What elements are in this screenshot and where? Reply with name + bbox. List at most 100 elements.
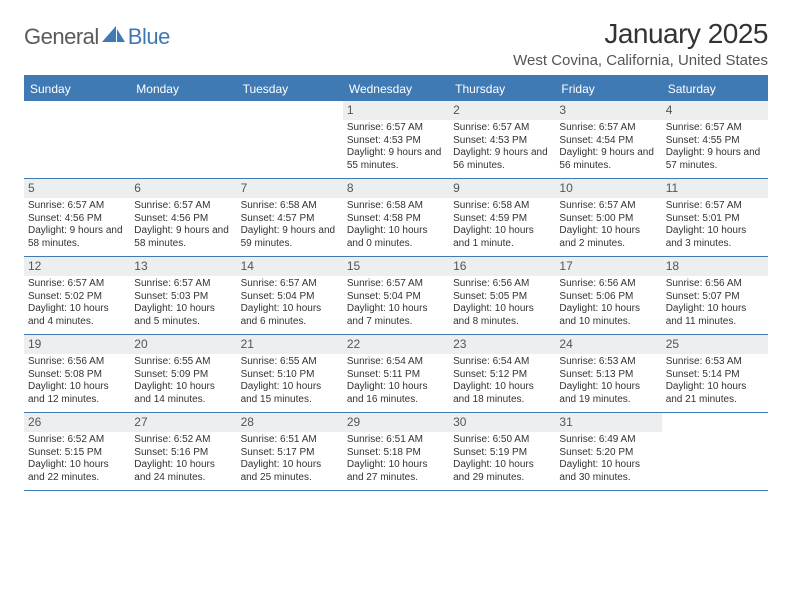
- day-cell: 29Sunrise: 6:51 AMSunset: 5:18 PMDayligh…: [343, 413, 449, 490]
- week-row: 19 Sunrise: 6:56 AMSunset: 5:08 PM Dayligh…: [24, 335, 768, 413]
- sunrise-text: Sunrise: 6:57 AM: [453, 122, 551, 135]
- sunset-text: Sunset: 4:58 PM: [347, 213, 445, 226]
- day-number: 16: [449, 257, 555, 276]
- day-cell: 4Sunrise: 6:57 AMSunset: 4:55 PMDaylight…: [662, 101, 768, 178]
- sunrise-text: Sunrise: 6:57 AM: [666, 200, 764, 213]
- day-number: 2: [449, 101, 555, 120]
- header: General Blue January 2025 West Covina, C…: [24, 18, 768, 69]
- sunrise-text: Sunrise: 6:57 AM: [241, 278, 339, 291]
- day-number: 21: [237, 335, 343, 354]
- day-number: 11: [662, 179, 768, 198]
- day-cell: 27Sunrise: 6:52 AMSunset: 5:16 PMDayligh…: [130, 413, 236, 490]
- sunset-text: Sunset: 4:57 PM: [241, 213, 339, 226]
- day-cell: 17Sunrise: 6:56 AMSunset: 5:06 PMDayligh…: [555, 257, 661, 334]
- day-number: 20: [130, 335, 236, 354]
- day-header: Tuesday: [237, 77, 343, 101]
- day-cell: [130, 101, 236, 178]
- daylight-text: Daylight: 10 hours and 4 minutes.: [28, 303, 126, 328]
- day-number: 1: [343, 101, 449, 120]
- day-cell: 26Sunrise: 6:52 AMSunset: 5:15 PMDayligh…: [24, 413, 130, 490]
- day-number: 17: [555, 257, 661, 276]
- sunset-text: Sunset: 4:53 PM: [347, 135, 445, 148]
- sunset-text: Sunset: 5:06 PM: [559, 291, 657, 304]
- day-number: 4: [662, 101, 768, 120]
- day-header: Thursday: [449, 77, 555, 101]
- sunset-text: Sunset: 4:56 PM: [28, 213, 126, 226]
- sunset-text: Sunset: 5:19 PM: [453, 447, 551, 460]
- day-number: 24: [555, 335, 661, 354]
- day-number: 30: [449, 413, 555, 432]
- location-text: West Covina, California, United States: [513, 52, 768, 69]
- sunset-text: Sunset: 4:59 PM: [453, 213, 551, 226]
- calendar-grid: 1Sunrise: 6:57 AMSunset: 4:53 PMDaylight…: [24, 101, 768, 491]
- sunset-text: Sunset: 4:54 PM: [559, 135, 657, 148]
- day-number: [130, 101, 236, 105]
- day-header: Saturday: [662, 77, 768, 101]
- day-number: 25: [662, 335, 768, 354]
- day-cell: 14Sunrise: 6:57 AMSunset: 5:04 PMDayligh…: [237, 257, 343, 334]
- month-title: January 2025: [513, 18, 768, 50]
- sunrise-text: Sunrise: 6:57 AM: [559, 200, 657, 213]
- sunrise-text: Sunrise: 6:58 AM: [453, 200, 551, 213]
- day-number: 7: [237, 179, 343, 198]
- page: General Blue January 2025 West Covina, C…: [0, 0, 792, 503]
- day-cell: 23Sunrise: 6:54 AMSunset: 5:12 PMDayligh…: [449, 335, 555, 412]
- day-cell: 25 Sunrise: 6:53 AMSunset: 5:14 PMDayligh…: [662, 335, 768, 412]
- day-cell: [24, 101, 130, 178]
- sunset-text: Sunset: 5:00 PM: [559, 213, 657, 226]
- week-row: 12Sunrise: 6:57 AMSunset: 5:02 PMDayligh…: [24, 257, 768, 335]
- sunset-text: Sunset: 5:14 PM: [666, 369, 764, 382]
- day-number: 14: [237, 257, 343, 276]
- day-cell: 19Sunrise: 6:56 AMSunset: 5:08 PMDayligh…: [24, 335, 130, 412]
- day-number: 29: [343, 413, 449, 432]
- daylight-text: Daylight: 10 hours and 21 minutes.: [666, 381, 764, 406]
- sunset-text: Sunset: 4:53 PM: [453, 135, 551, 148]
- sunset-text: Sunset: 4:55 PM: [666, 135, 764, 148]
- daylight-text: Daylight: 10 hours and 16 minutes.: [347, 381, 445, 406]
- week-row: 26Sunrise: 6:52 AMSunset: 5:15 PMDayligh…: [24, 413, 768, 491]
- daylight-text: Daylight: 10 hours and 5 minutes.: [134, 303, 232, 328]
- sunrise-text: Sunrise: 6:50 AM: [453, 434, 551, 447]
- sunset-text: Sunset: 5:02 PM: [28, 291, 126, 304]
- sunset-text: Sunset: 5:01 PM: [666, 213, 764, 226]
- daylight-text: Daylight: 10 hours and 25 minutes.: [241, 459, 339, 484]
- day-cell: 22Sunrise: 6:54 AMSunset: 5:11 PMDayligh…: [343, 335, 449, 412]
- logo-text-general: General: [24, 24, 99, 50]
- day-cell: [237, 101, 343, 178]
- logo: General Blue: [24, 18, 170, 50]
- day-cell: 11 Sunrise: 6:57 AMSunset: 5:01 PMDayligh…: [662, 179, 768, 256]
- day-number: 13: [130, 257, 236, 276]
- day-cell: 13Sunrise: 6:57 AMSunset: 5:03 PMDayligh…: [130, 257, 236, 334]
- sunrise-text: Sunrise: 6:52 AM: [28, 434, 126, 447]
- daylight-text: Daylight: 10 hours and 2 minutes.: [559, 225, 657, 250]
- daylight-text: Daylight: 10 hours and 27 minutes.: [347, 459, 445, 484]
- day-number: 8: [343, 179, 449, 198]
- sunrise-text: Sunrise: 6:56 AM: [453, 278, 551, 291]
- sunset-text: Sunset: 5:20 PM: [559, 447, 657, 460]
- day-cell: 28Sunrise: 6:51 AMSunset: 5:17 PMDayligh…: [237, 413, 343, 490]
- day-header: Wednesday: [343, 77, 449, 101]
- daylight-text: Daylight: 10 hours and 3 minutes.: [666, 225, 764, 250]
- sunrise-text: Sunrise: 6:57 AM: [28, 278, 126, 291]
- day-header: Monday: [130, 77, 236, 101]
- week-row: 5 Sunrise: 6:57 AM Sunset: 4:56 PM Daylight…: [24, 179, 768, 257]
- sunset-text: Sunset: 5:17 PM: [241, 447, 339, 460]
- sunrise-text: Sunrise: 6:53 AM: [666, 356, 764, 369]
- day-number: 31: [555, 413, 661, 432]
- day-number: [237, 101, 343, 105]
- day-number: 5: [24, 179, 130, 198]
- day-number: 9: [449, 179, 555, 198]
- sunrise-text: Sunrise: 6:56 AM: [28, 356, 126, 369]
- day-number: 19: [24, 335, 130, 354]
- daylight-text: Daylight: 10 hours and 30 minutes.: [559, 459, 657, 484]
- sunrise-text: Sunrise: 6:51 AM: [347, 434, 445, 447]
- sunset-text: Sunset: 5:08 PM: [28, 369, 126, 382]
- logo-text-blue: Blue: [128, 24, 170, 50]
- day-number: 26: [24, 413, 130, 432]
- sunrise-text: Sunrise: 6:57 AM: [559, 122, 657, 135]
- sunrise-text: Sunrise: 6:58 AM: [347, 200, 445, 213]
- day-cell: 16Sunrise: 6:56 AMSunset: 5:05 PMDayligh…: [449, 257, 555, 334]
- day-cell: 20Sunrise: 6:55 AMSunset: 5:09 PMDayligh…: [130, 335, 236, 412]
- sunset-text: Sunset: 5:16 PM: [134, 447, 232, 460]
- day-header: Sunday: [24, 77, 130, 101]
